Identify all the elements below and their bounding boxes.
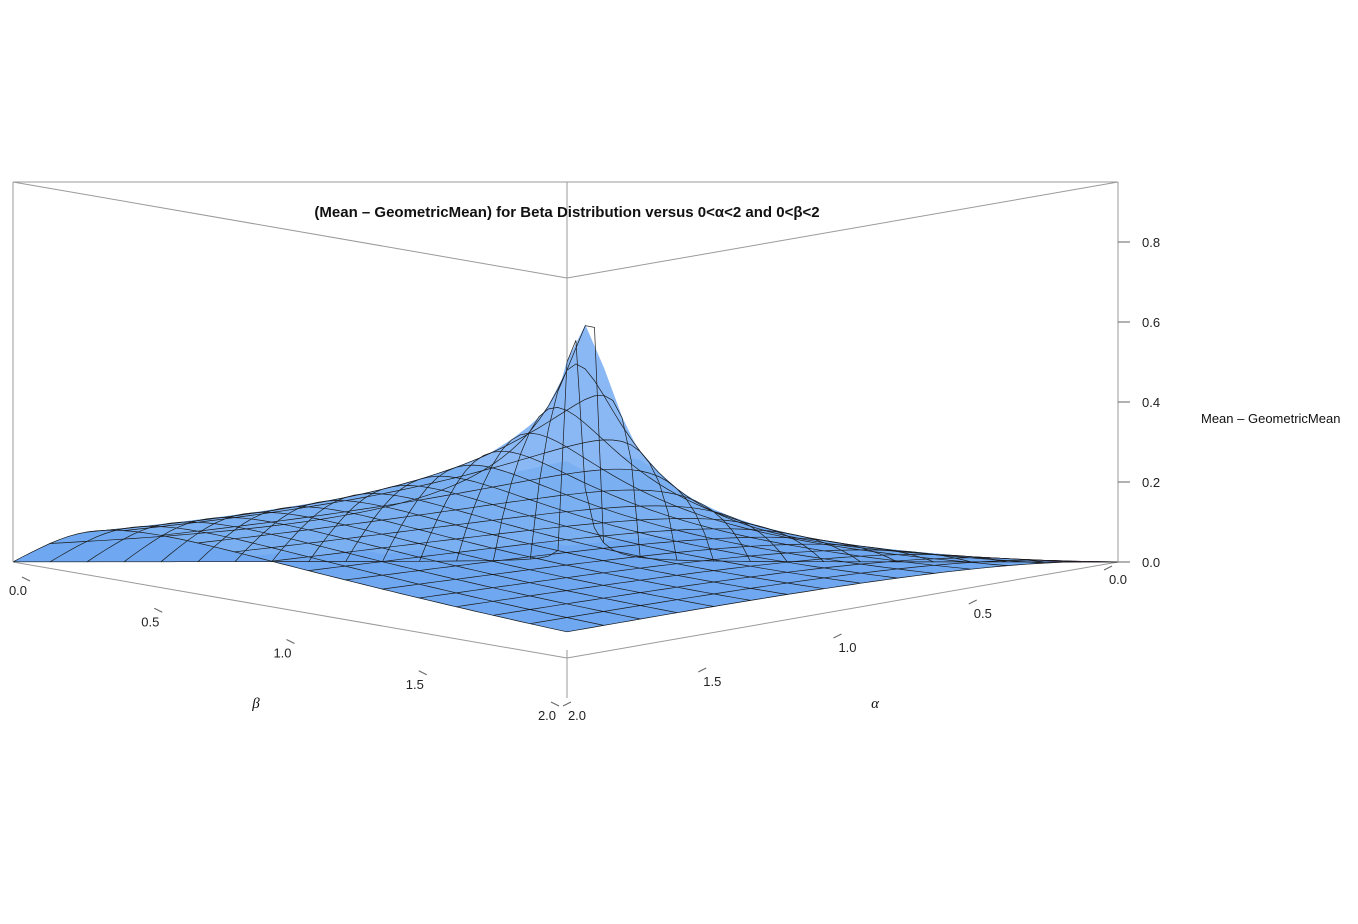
y-tick-label: 0.0	[9, 583, 27, 598]
mesh-line-beta	[123, 517, 678, 614]
y-tick-mark	[286, 639, 295, 644]
chart-title: (Mean – GeometricMean) for Beta Distribu…	[314, 204, 819, 221]
mesh-line-alpha	[197, 489, 751, 562]
surface-mesh	[12, 324, 1119, 633]
mesh-line-alpha	[566, 561, 1118, 633]
z-tick-label: 0.4	[1142, 395, 1160, 410]
mesh-line-alpha	[160, 468, 715, 562]
mesh-line-beta	[456, 432, 1008, 566]
y-tick-label: 2.0	[538, 708, 556, 723]
mesh-line-alpha	[456, 554, 1008, 608]
mesh-line-beta	[345, 475, 898, 579]
mesh-line-beta	[160, 511, 714, 607]
mesh-line-alpha	[234, 505, 788, 562]
mesh-line-beta	[382, 464, 935, 574]
mesh-line-alpha	[49, 325, 604, 544]
mesh-line-alpha	[123, 439, 678, 561]
x-axis-label: α	[871, 696, 880, 712]
x-tick-label: 1.0	[838, 640, 856, 655]
y-tick-mark	[418, 670, 427, 676]
mesh-line-beta	[86, 521, 641, 620]
x-tick-label: 0.5	[974, 606, 992, 621]
mesh-line-alpha	[13, 361, 568, 563]
mesh-line-beta	[13, 529, 568, 633]
bounding-box-front	[12, 182, 1119, 698]
mesh-line-alpha	[271, 518, 825, 562]
z-tick-label: 0.6	[1142, 315, 1160, 330]
y-tick-mark	[154, 607, 163, 613]
x-tick-mark	[698, 667, 707, 673]
y-axis-label: β	[251, 696, 260, 712]
x-tick-mark	[833, 633, 842, 639]
y-tick-label: 0.5	[141, 614, 159, 629]
z-tick-label: 0.2	[1142, 475, 1160, 490]
mesh-line-beta	[419, 450, 972, 570]
mesh-line-beta	[234, 500, 788, 595]
z-axis-label: Mean – GeometricMean	[1201, 411, 1340, 426]
box-edge-6	[12, 181, 568, 279]
x-tick-label: 2.0	[568, 708, 586, 723]
box-edge-7	[12, 561, 568, 659]
box-edge-8	[566, 561, 1119, 659]
mesh-line-alpha	[419, 549, 971, 599]
y-tick-mark	[550, 701, 560, 707]
x-tick-mark	[968, 599, 977, 605]
axis-ticks: 0.0 0.5 1.0 1.5 2.0 0.0 0.5 1.0 1.5 2.0 0.0 0.2 0.4 0…	[9, 235, 1160, 723]
x-tick-label: 0.0	[1109, 572, 1127, 587]
y-tick-label: 1.5	[406, 677, 424, 692]
x-tick-mark	[562, 701, 572, 707]
mesh-line-alpha	[382, 543, 935, 590]
box-edge-5	[566, 181, 1119, 279]
mesh-line-beta	[271, 493, 825, 590]
mesh-line-alpha	[493, 557, 1045, 616]
z-tick-label: 0.8	[1142, 235, 1160, 250]
mesh-line-alpha	[308, 528, 861, 571]
x-tick-mark	[1103, 565, 1113, 571]
y-tick-label: 1.0	[273, 646, 291, 661]
mesh-line-beta	[308, 485, 861, 584]
mesh-line-beta	[197, 506, 751, 601]
x-tick-label: 1.5	[703, 674, 721, 689]
z-tick-label: 0.0	[1142, 555, 1160, 570]
surface-patch	[566, 324, 605, 371]
mesh-line-alpha	[345, 536, 898, 581]
y-tick-mark	[21, 576, 31, 582]
mesh-line-beta	[50, 525, 604, 626]
mesh-line-alpha	[530, 559, 1082, 625]
